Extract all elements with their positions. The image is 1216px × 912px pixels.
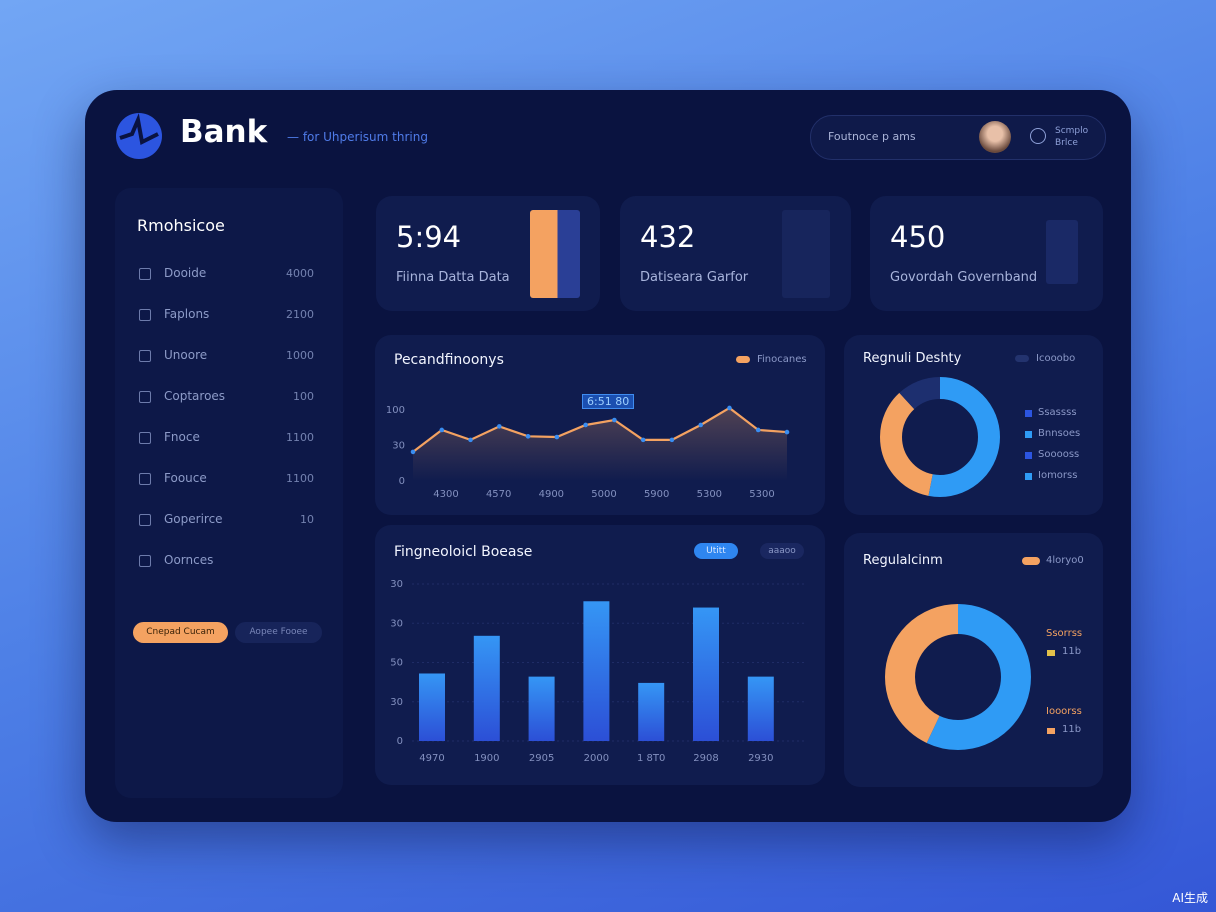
menu-icon[interactable] [139, 350, 151, 362]
donut-card [844, 533, 1103, 787]
menu-label[interactable]: Coptaroes [164, 389, 226, 403]
kpi-value: 450 [890, 220, 946, 254]
sidebar [115, 188, 343, 798]
watermark: AI生成 [1172, 891, 1208, 905]
toggle[interactable]: Utitt [694, 543, 738, 559]
menu-icon[interactable] [139, 555, 151, 567]
menu-label[interactable]: Unoore [164, 348, 208, 362]
legend-label: Ssassss [1038, 407, 1077, 418]
menu-icon[interactable] [139, 432, 151, 444]
legend-swatch [736, 356, 750, 363]
menu-label[interactable]: Goperirce [164, 512, 223, 526]
legend-label: Icooobo [1036, 353, 1076, 364]
brand: Bank [180, 114, 268, 150]
menu-value: 1000 [286, 349, 314, 362]
kpi-value: 432 [640, 220, 696, 254]
legend-sub: 11b [1062, 646, 1082, 657]
legend-label: Iomorss [1038, 470, 1078, 481]
chart-title: Regnuli Deshty [863, 351, 962, 366]
user-name[interactable]: Scmplo Brlce [1055, 125, 1088, 149]
menu-label[interactable]: Dooide [164, 266, 207, 280]
legend-swatch [1015, 355, 1029, 362]
legend-swatch [1025, 473, 1032, 480]
chart-title: Fingneoloicl Boease [394, 544, 533, 560]
menu-label[interactable]: Faplons [164, 307, 210, 321]
chart-title: Pecandfinoonys [394, 352, 504, 368]
logo [116, 113, 162, 159]
legend-label: Ssorrss [1046, 628, 1083, 639]
search-text[interactable]: Foutnoce p ams [828, 130, 916, 143]
sidebar-title: Rmohsicoe [137, 216, 225, 235]
legend-swatch [1047, 728, 1055, 734]
legend-swatch [1025, 452, 1032, 459]
legend-swatch [1025, 410, 1032, 417]
menu-value: 1100 [286, 431, 314, 444]
menu-label[interactable]: Fnoce [164, 430, 200, 444]
user-line: Brlce [1055, 138, 1078, 148]
menu-value: 100 [293, 390, 314, 403]
menu-icon[interactable] [139, 268, 151, 280]
avatar[interactable] [979, 121, 1011, 153]
menu-label[interactable]: Oornces [164, 553, 214, 567]
user-line: Scmplo [1055, 126, 1089, 136]
search-bar[interactable] [810, 115, 1106, 160]
kpi-label: Datiseara Garfor [640, 270, 749, 285]
legend-label: Bnnsoes [1038, 428, 1081, 439]
kpi-icon [782, 210, 830, 298]
kpi-icon [1046, 220, 1078, 284]
menu-icon[interactable] [139, 473, 151, 485]
kpi-label: Fiinna Datta Data [396, 270, 510, 285]
button[interactable]: Cnepad Cucam [133, 622, 228, 643]
chart-title: Regulalcinm [863, 553, 943, 568]
legend-label: Finocanes [757, 354, 807, 365]
tagline: — for Uhperisum thring [287, 130, 428, 144]
menu-icon[interactable] [139, 309, 151, 321]
menu-value: 1100 [286, 472, 314, 485]
kpi-value: 5:94 [396, 220, 462, 254]
legend-swatch [1047, 650, 1055, 656]
button[interactable]: Aopee Fooee [235, 622, 322, 643]
kpi-icon [530, 210, 580, 298]
legend-label: Iooorss [1046, 706, 1082, 717]
bar-card [375, 525, 825, 785]
menu-icon[interactable] [139, 391, 151, 403]
menu-value: 4000 [286, 267, 314, 280]
menu-label[interactable]: Foouce [164, 471, 207, 485]
tooltip: 6:51 80 [582, 394, 635, 409]
kpi-label: Govordah Governband [890, 270, 1038, 285]
legend-swatch [1025, 431, 1032, 438]
menu-value: 10 [300, 513, 314, 526]
legend-sub: 11b [1062, 724, 1082, 735]
legend-label: 4loryo0 [1046, 555, 1084, 566]
toggle[interactable]: aaaoo [760, 543, 804, 559]
legend-label: Sooooss [1038, 449, 1080, 460]
menu-icon[interactable] [139, 514, 151, 526]
menu-value: 2100 [286, 308, 314, 321]
status-icon[interactable] [1030, 128, 1046, 144]
legend-swatch [1022, 557, 1040, 565]
